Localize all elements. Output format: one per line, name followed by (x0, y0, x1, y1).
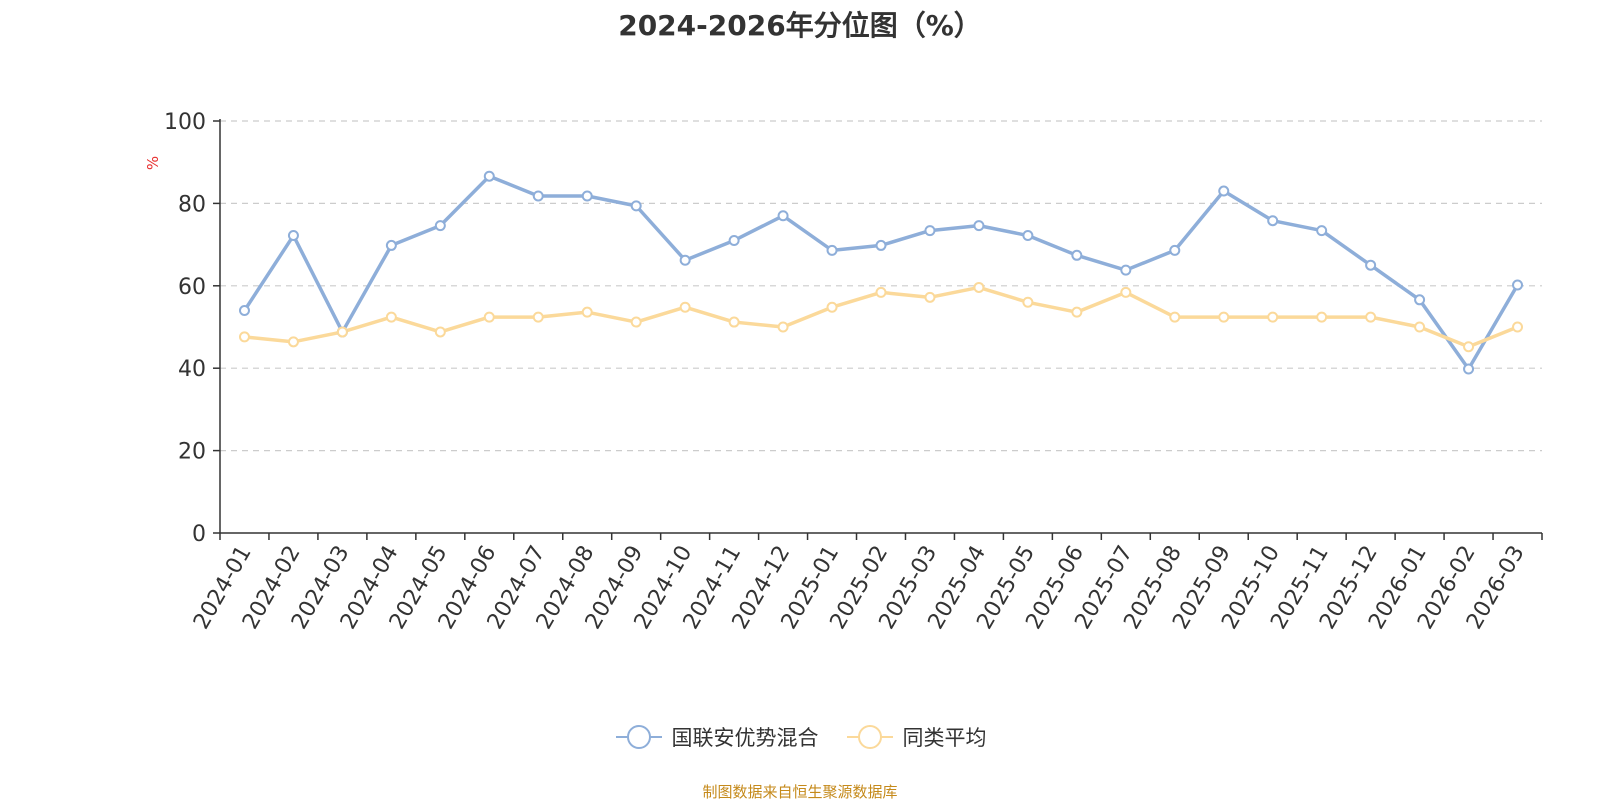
data-point[interactable] (630, 316, 642, 328)
y-tick-label: 20 (178, 440, 206, 465)
y-tick-label: 0 (192, 522, 206, 547)
y-tick-label: 80 (178, 192, 206, 217)
data-point[interactable] (777, 210, 789, 222)
chart-title: 2024-2026年分位图（%） (618, 9, 982, 42)
data-point[interactable] (924, 225, 936, 237)
data-point[interactable] (1316, 311, 1328, 323)
data-point[interactable] (238, 305, 250, 317)
data-point[interactable] (875, 286, 887, 298)
data-point[interactable] (1120, 286, 1132, 298)
legend-label-average: 同类平均 (902, 726, 987, 750)
data-point[interactable] (1463, 363, 1475, 375)
data-point[interactable] (1267, 215, 1279, 227)
data-point[interactable] (287, 230, 299, 242)
data-point[interactable] (238, 331, 250, 343)
data-point[interactable] (1512, 321, 1524, 333)
data-point[interactable] (728, 234, 740, 246)
data-point[interactable] (1071, 306, 1083, 318)
y-tick-labels: 0 20 40 60 80 100 (164, 110, 206, 547)
data-point[interactable] (483, 311, 495, 323)
grid-lines (220, 120, 1542, 452)
data-point[interactable] (1218, 311, 1230, 323)
data-point[interactable] (777, 321, 789, 333)
y-tick-label: 100 (164, 110, 206, 135)
series-line-0 (243, 174, 1520, 371)
data-point[interactable] (679, 301, 691, 313)
data-point[interactable] (483, 170, 495, 182)
legend-label-fund: 国联安优势混合 (671, 726, 819, 750)
data-point[interactable] (532, 190, 544, 202)
data-point[interactable] (1463, 341, 1475, 353)
data-point[interactable] (1414, 294, 1426, 306)
series-lines (238, 170, 1524, 375)
data-point[interactable] (826, 244, 838, 256)
y-tick-label: 60 (178, 275, 206, 300)
y-axis-label: % (144, 156, 162, 170)
data-point[interactable] (1022, 230, 1034, 242)
legend-marker-average (846, 725, 893, 749)
data-point[interactable] (1365, 259, 1377, 271)
data-point[interactable] (1022, 296, 1034, 308)
legend-item-average[interactable]: 同类平均 (845, 722, 987, 752)
data-point[interactable] (385, 239, 397, 251)
data-point[interactable] (1071, 249, 1083, 261)
source-note: 制图数据来自恒生聚源数据库 (702, 783, 898, 801)
data-point[interactable] (287, 336, 299, 348)
data-point[interactable] (826, 301, 838, 313)
data-point[interactable] (1267, 311, 1279, 323)
data-point[interactable] (1218, 185, 1230, 197)
data-point[interactable] (581, 306, 593, 318)
legend-item-fund[interactable]: 国联安优势混合 (614, 722, 819, 752)
axes (213, 119, 1543, 540)
data-point[interactable] (1169, 311, 1181, 323)
data-point[interactable] (1512, 279, 1524, 291)
data-point[interactable] (875, 239, 887, 251)
data-point[interactable] (728, 316, 740, 328)
data-point[interactable] (336, 326, 348, 338)
legend-marker-fund (615, 725, 662, 749)
data-point[interactable] (679, 254, 691, 266)
data-point[interactable] (532, 311, 544, 323)
data-point[interactable] (1120, 264, 1132, 276)
data-point[interactable] (924, 291, 936, 303)
data-point[interactable] (973, 281, 985, 293)
data-point[interactable] (1365, 311, 1377, 323)
data-point[interactable] (1316, 225, 1328, 237)
y-tick-label: 40 (178, 357, 206, 382)
data-point[interactable] (630, 200, 642, 212)
data-point[interactable] (385, 311, 397, 323)
data-point[interactable] (434, 326, 446, 338)
data-point[interactable] (1414, 321, 1426, 333)
data-point[interactable] (434, 220, 446, 232)
data-point[interactable] (581, 190, 593, 202)
data-point[interactable] (973, 220, 985, 232)
data-point[interactable] (1169, 244, 1181, 256)
x-tick-labels: 2024-012024-022024-032024-042024-052024-… (189, 542, 1530, 634)
legend: 国联安优势混合 同类平均 (0, 722, 1600, 752)
